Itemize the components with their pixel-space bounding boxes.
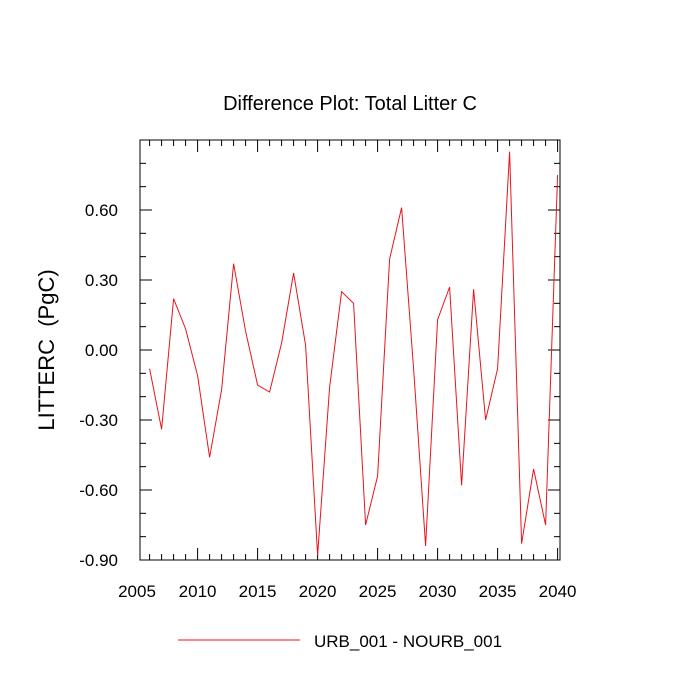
data-point — [293, 273, 294, 274]
data-point — [521, 543, 522, 544]
legend-label: URB_001 - NOURB_001 — [314, 632, 502, 651]
y-tick-label: -0.90 — [79, 551, 118, 570]
data-point — [305, 345, 306, 346]
data-point — [497, 368, 498, 369]
data-point — [533, 469, 534, 470]
data-point — [461, 485, 462, 486]
chart-title: Difference Plot: Total Litter C — [223, 93, 477, 115]
data-point — [353, 303, 354, 304]
series-line-urb-minus-nourb — [149, 151, 559, 556]
data-point — [389, 259, 390, 260]
data-point — [257, 385, 258, 386]
data-point — [473, 289, 474, 290]
y-axis-ticks: -0.90 -0.60 -0.30 0.00 0.30 0.60 — [79, 162, 560, 570]
series-points — [149, 151, 558, 556]
data-point — [209, 457, 210, 458]
data-point — [449, 287, 450, 288]
legend: URB_001 - NOURB_001 — [178, 632, 502, 651]
data-point — [281, 343, 282, 344]
x-tick-label: 2040 — [539, 582, 577, 601]
data-point — [269, 392, 270, 393]
y-tick-label: 0.00 — [85, 341, 118, 360]
data-point — [329, 387, 330, 388]
data-point — [545, 525, 546, 526]
data-point — [197, 375, 198, 376]
x-tick-label: 2015 — [239, 582, 277, 601]
y-tick-label: -0.30 — [79, 411, 118, 430]
x-axis-ticks: 2005 2010 2015 2020 2025 2030 2035 2040 — [118, 140, 577, 601]
data-point — [245, 331, 246, 332]
data-point — [185, 329, 186, 330]
x-tick-label: 2035 — [479, 582, 517, 601]
data-point — [149, 368, 150, 369]
data-point — [365, 525, 366, 526]
data-point — [437, 319, 438, 320]
data-point — [221, 389, 222, 390]
y-tick-label: 0.30 — [85, 271, 118, 290]
data-point — [161, 429, 162, 430]
data-point — [401, 207, 402, 208]
data-point — [233, 263, 234, 264]
y-axis-label: LITTERC (PgC) — [34, 269, 59, 430]
x-tick-label: 2010 — [179, 582, 217, 601]
data-point — [173, 298, 174, 299]
y-tick-label: 0.60 — [85, 201, 118, 220]
x-tick-label: 2005 — [118, 582, 156, 601]
plot-frame — [139, 139, 561, 561]
x-tick-label: 2025 — [359, 582, 397, 601]
data-point — [509, 151, 510, 152]
data-point — [377, 476, 378, 477]
x-tick-label: 2020 — [299, 582, 337, 601]
data-point — [485, 420, 486, 421]
data-point — [341, 291, 342, 292]
data-point — [557, 175, 558, 176]
data-point — [413, 368, 414, 369]
x-tick-label: 2030 — [419, 582, 457, 601]
data-point — [425, 546, 426, 547]
y-tick-label: -0.60 — [79, 481, 118, 500]
data-point — [317, 555, 318, 556]
